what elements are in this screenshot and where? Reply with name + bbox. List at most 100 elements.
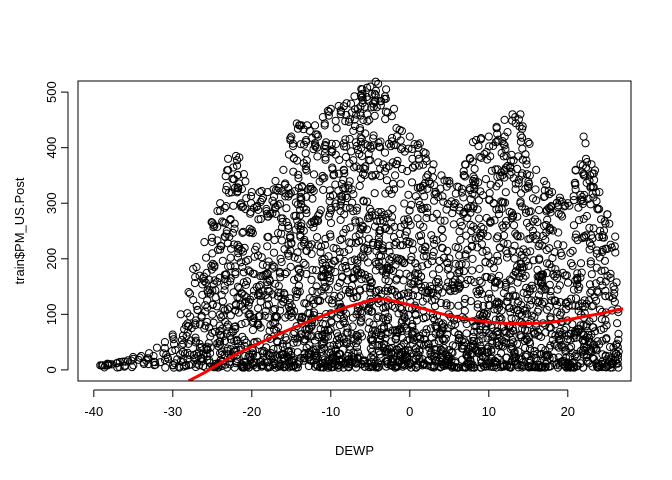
data-point xyxy=(369,131,378,140)
data-point xyxy=(221,317,230,326)
data-point xyxy=(231,301,241,310)
data-point xyxy=(294,281,303,290)
data-point xyxy=(348,273,357,282)
data-point xyxy=(384,266,394,275)
data-point xyxy=(462,329,471,338)
data-point xyxy=(191,338,200,347)
data-point xyxy=(340,248,349,257)
data-point xyxy=(556,249,565,258)
data-point xyxy=(579,197,588,206)
data-point xyxy=(510,241,519,250)
data-point xyxy=(499,140,508,149)
data-point xyxy=(492,358,501,367)
data-point xyxy=(561,305,571,314)
data-point xyxy=(382,362,391,371)
data-point xyxy=(304,302,314,311)
data-point xyxy=(470,164,479,173)
data-point xyxy=(430,181,439,190)
data-point xyxy=(393,328,402,337)
data-point xyxy=(461,279,470,289)
data-point xyxy=(516,110,525,119)
data-point xyxy=(489,198,498,208)
data-point xyxy=(549,354,558,363)
data-point xyxy=(371,359,380,368)
data-point xyxy=(436,184,445,193)
data-point xyxy=(231,151,241,161)
data-point xyxy=(205,323,214,332)
data-point xyxy=(226,253,235,262)
data-point xyxy=(286,134,295,143)
data-point xyxy=(309,355,318,365)
data-point xyxy=(191,272,200,282)
data-point xyxy=(414,361,423,370)
data-point xyxy=(365,318,374,327)
data-point xyxy=(276,254,285,263)
data-point xyxy=(307,249,316,259)
data-point xyxy=(474,336,483,345)
data-point xyxy=(350,115,359,124)
data-point xyxy=(397,126,406,136)
data-point xyxy=(502,246,511,256)
data-point xyxy=(502,361,511,370)
data-point xyxy=(564,358,573,367)
data-point xyxy=(428,213,437,222)
data-point xyxy=(279,165,288,174)
data-point xyxy=(435,256,444,265)
data-point xyxy=(261,270,270,279)
data-point xyxy=(444,263,453,272)
data-point xyxy=(331,360,340,369)
data-point xyxy=(353,259,362,268)
data-point xyxy=(290,306,299,316)
data-point xyxy=(260,347,269,356)
data-point xyxy=(201,321,210,330)
data-point xyxy=(342,99,351,108)
data-point xyxy=(485,289,494,298)
data-point xyxy=(241,280,250,289)
data-point xyxy=(285,302,294,312)
data-point xyxy=(402,269,411,278)
data-point xyxy=(318,113,327,122)
data-point xyxy=(413,214,422,223)
data-point xyxy=(330,170,339,179)
data-point xyxy=(553,240,562,249)
data-point xyxy=(415,345,424,354)
data-point xyxy=(384,328,393,337)
data-point xyxy=(336,291,346,300)
data-point xyxy=(443,330,452,339)
data-point xyxy=(433,275,442,284)
data-point xyxy=(438,233,447,242)
data-point xyxy=(510,348,519,357)
data-point xyxy=(335,293,344,302)
data-point xyxy=(568,261,577,270)
data-point xyxy=(533,218,542,227)
data-point xyxy=(490,278,499,287)
data-point xyxy=(541,284,550,293)
data-point xyxy=(540,192,549,201)
data-point xyxy=(383,313,393,322)
data-point xyxy=(457,188,466,197)
data-point xyxy=(361,283,370,292)
data-point xyxy=(421,242,430,251)
data-point xyxy=(588,169,597,178)
data-point xyxy=(420,192,429,201)
data-point xyxy=(453,182,462,191)
data-point xyxy=(383,315,392,324)
data-point xyxy=(544,203,553,213)
data-point xyxy=(513,232,522,241)
data-point xyxy=(404,144,413,153)
data-point xyxy=(281,333,290,342)
data-point xyxy=(302,162,311,171)
data-point xyxy=(241,177,250,186)
data-point xyxy=(367,353,376,362)
data-point xyxy=(290,275,299,284)
data-point xyxy=(381,308,390,317)
data-point xyxy=(465,153,474,163)
data-point xyxy=(351,122,360,131)
data-point xyxy=(376,137,385,146)
data-point xyxy=(417,231,426,240)
data-point xyxy=(457,259,466,268)
data-point xyxy=(411,259,420,268)
data-point xyxy=(230,219,239,228)
data-point xyxy=(301,149,310,158)
data-point xyxy=(299,258,308,267)
